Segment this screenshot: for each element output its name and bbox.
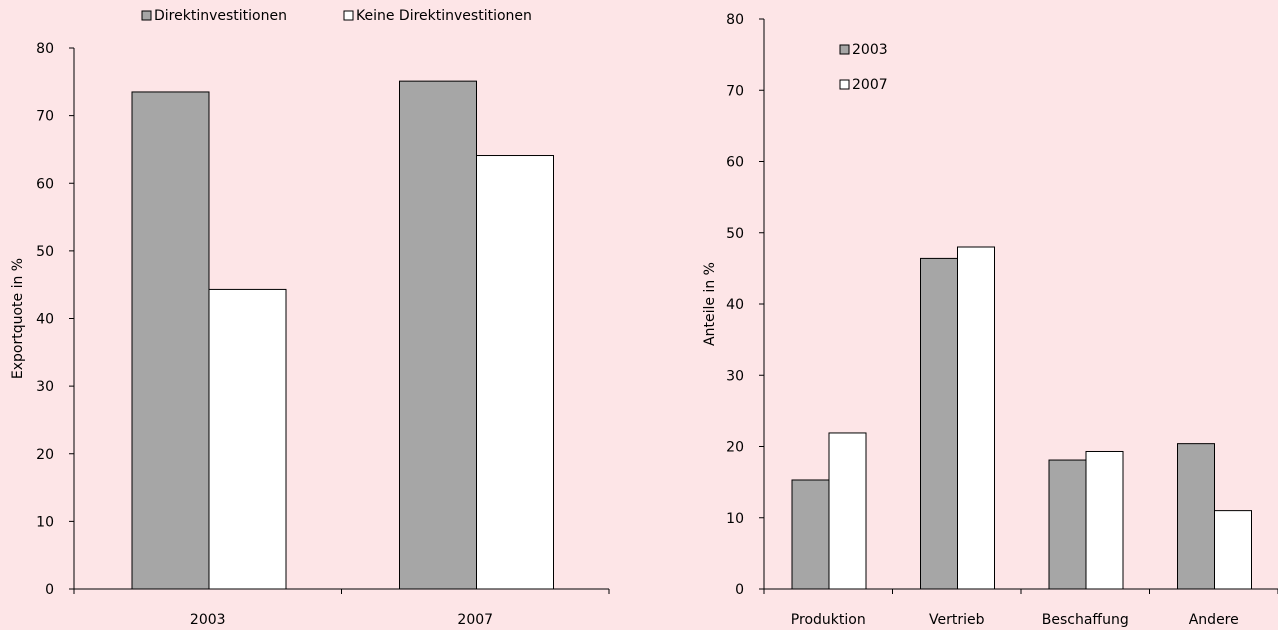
legend-label-1: Direktinvestitionen xyxy=(154,8,287,24)
bar-1 xyxy=(1177,443,1215,590)
y-tick-label: 0 xyxy=(735,582,744,598)
y-tick-label: 40 xyxy=(726,297,744,313)
y-axis-title: Anteile in % xyxy=(702,262,718,346)
x-tick-label: Produktion xyxy=(791,612,866,628)
y-tick-label: 50 xyxy=(36,244,54,260)
legend-swatch-2 xyxy=(839,79,850,90)
x-tick-label: Beschaffung xyxy=(1042,612,1129,628)
y-tick-label: 0 xyxy=(45,582,54,598)
legend-label-2: Keine Direktinvestitionen xyxy=(356,8,532,24)
y-tick-label: 10 xyxy=(726,511,744,527)
bar-1 xyxy=(791,479,830,590)
y-tick-label: 30 xyxy=(36,379,54,395)
y-tick-label: 10 xyxy=(36,514,54,530)
legend-swatch-1 xyxy=(141,10,152,21)
y-tick-label: 40 xyxy=(36,312,54,328)
y-axis-title: Exportquote in % xyxy=(10,258,26,379)
legend-label-1: 2003 xyxy=(852,42,888,58)
y-tick-label: 70 xyxy=(726,83,744,99)
bar-1 xyxy=(1048,459,1087,590)
bar-2 xyxy=(1214,510,1252,590)
y-tick-label: 20 xyxy=(726,440,744,456)
legend-swatch-2 xyxy=(343,10,354,21)
bar-2 xyxy=(957,246,995,590)
bar-1 xyxy=(920,257,958,590)
y-tick-label: 50 xyxy=(726,226,744,242)
bar-1 xyxy=(399,80,477,590)
bar-1 xyxy=(131,91,210,590)
chart-export-quote: 0 10 20 30 40 50 60 70 80 Exportquote in % 2003 200… xyxy=(10,8,610,628)
x-tick-label: Vertrieb xyxy=(929,612,985,628)
chart-shares: 0 10 20 30 40 50 60 70 80 Anteile in % Produktion V… xyxy=(702,12,1278,628)
x-tick-label: 2003 xyxy=(190,612,226,628)
y-tick-label: 80 xyxy=(726,12,744,28)
bar-2 xyxy=(1085,450,1124,590)
y-tick-label: 70 xyxy=(36,109,54,125)
legend-label-2: 2007 xyxy=(852,77,888,93)
bar-2 xyxy=(828,432,867,590)
x-tick-label: 2007 xyxy=(457,612,493,628)
legend-swatch-1 xyxy=(839,44,850,55)
y-tick-label: 60 xyxy=(36,176,54,192)
bar-2 xyxy=(208,288,287,590)
y-tick-label: 30 xyxy=(726,368,744,384)
y-tick-label: 60 xyxy=(726,155,744,171)
y-tick-label: 20 xyxy=(36,447,54,463)
x-tick-label: Andere xyxy=(1189,612,1239,628)
y-tick-label: 80 xyxy=(36,41,54,57)
bar-2 xyxy=(476,155,554,590)
